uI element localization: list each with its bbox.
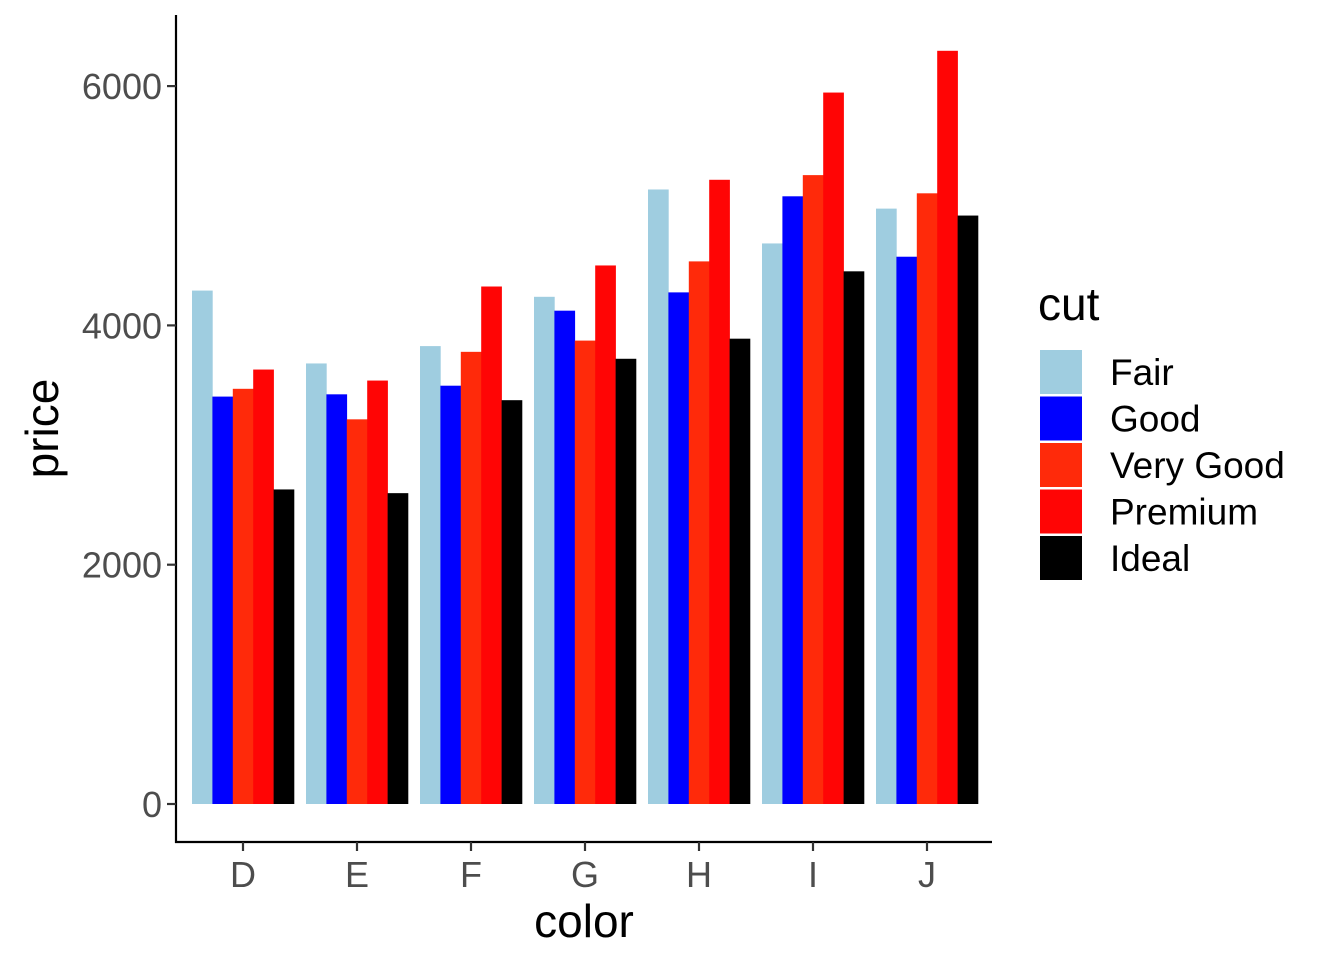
bar-I-premium (823, 92, 844, 804)
legend-key-ideal (1040, 536, 1082, 580)
bar-J-fair (876, 208, 897, 804)
ticks-layer: 0 2000 4000 6000 D E F G H I J (82, 66, 936, 895)
y-tick-label-6000: 6000 (82, 66, 162, 107)
bar-G-fair (534, 296, 555, 804)
legend-label-premium: Premium (1110, 492, 1258, 533)
x-tick-label-J: J (918, 854, 936, 895)
legend-key-premium (1040, 489, 1082, 534)
bar-H-good (668, 292, 690, 804)
bar-I-very-good (802, 175, 824, 804)
bar-D-premium (253, 369, 274, 804)
bar-H-ideal (729, 338, 751, 804)
bar-H-fair (648, 189, 669, 805)
y-tick-label-4000: 4000 (82, 305, 162, 346)
bar-E-very-good (346, 419, 368, 804)
legend-label-fair: Fair (1110, 352, 1174, 393)
bar-I-good (782, 196, 804, 805)
x-tick-label-G: G (571, 854, 599, 895)
bar-E-ideal (387, 493, 409, 804)
bar-F-very-good (460, 351, 482, 804)
legend-key-very-good (1040, 443, 1082, 487)
x-tick-label-H: H (686, 854, 712, 895)
x-axis-title: color (534, 895, 634, 947)
bar-D-fair (192, 290, 213, 805)
bars-layer (192, 50, 979, 805)
bar-E-good (326, 394, 348, 804)
bar-D-ideal (273, 489, 295, 804)
bar-I-fair (762, 243, 783, 804)
x-tick-label-F: F (460, 854, 482, 895)
bar-F-good (440, 385, 462, 804)
bar-H-premium (709, 179, 730, 805)
legend: cut Fair Good Very Good Premium Ideal (1038, 278, 1285, 580)
bar-F-ideal (501, 400, 523, 804)
y-axis-title: price (16, 379, 68, 479)
bar-J-ideal (957, 215, 979, 804)
bar-G-ideal (615, 358, 637, 804)
legend-items: Fair Good Very Good Premium Ideal (1040, 350, 1285, 580)
legend-title: cut (1038, 278, 1100, 330)
bar-H-very-good (688, 261, 710, 804)
bar-G-good (554, 310, 576, 804)
bar-D-very-good (232, 388, 254, 804)
bar-I-ideal (843, 271, 865, 804)
bar-D-good (212, 396, 234, 804)
legend-key-fair (1040, 350, 1082, 394)
axes-layer (174, 15, 992, 844)
legend-label-good: Good (1110, 399, 1201, 440)
legend-label-ideal: Ideal (1110, 538, 1190, 579)
y-tick-label-0: 0 (142, 784, 162, 825)
x-tick-label-D: D (230, 854, 256, 895)
x-tick-label-E: E (345, 854, 369, 895)
bar-F-fair (420, 346, 441, 804)
bar-G-premium (595, 265, 616, 805)
bar-G-very-good (574, 340, 596, 804)
bar-E-premium (367, 380, 388, 804)
legend-label-very-good: Very Good (1110, 445, 1285, 486)
bar-F-premium (481, 286, 502, 804)
legend-key-good (1040, 396, 1082, 441)
y-tick-label-2000: 2000 (82, 545, 162, 586)
bar-E-fair (306, 363, 327, 804)
bar-J-premium (937, 50, 958, 805)
bar-J-very-good (916, 193, 938, 804)
bar-J-good (896, 256, 918, 805)
x-tick-label-I: I (808, 854, 818, 895)
